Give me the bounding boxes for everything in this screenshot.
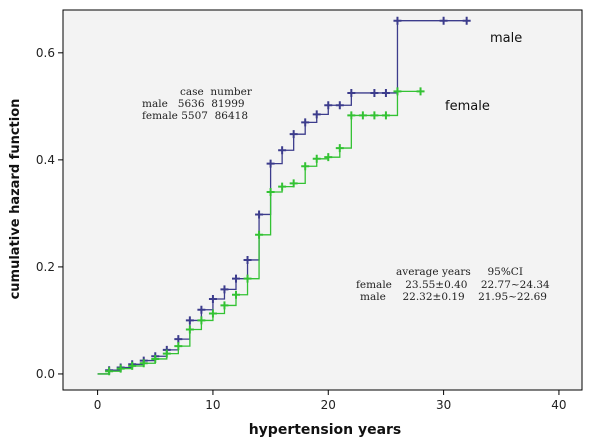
y-tick-label: 0.6 [36,46,55,60]
censor-mark-female [174,342,183,351]
x-tick-label: 40 [551,398,566,412]
censor-mark-female [128,361,137,370]
censor-mark-female [255,230,264,239]
legend-male-label: male [490,31,522,46]
censor-mark-male [232,274,240,283]
x-tick-label: 30 [436,398,451,412]
censor-mark-male [208,295,217,304]
censor-mark-male [289,130,298,139]
censor-mark-female [185,325,194,334]
censor-mark-female [243,274,252,283]
x-tick-label: 0 [94,398,102,412]
case-table-row-male: male 5636 81999 [142,98,245,110]
censor-mark-male [324,101,333,110]
censor-mark-male [197,305,206,314]
series-female [97,87,425,376]
censor-mark-male [174,335,183,344]
x-axis-title: hypertension years [249,422,402,438]
censor-mark-female [312,154,321,163]
censor-mark-female [220,301,229,310]
y-tick-label: 0.4 [36,153,55,167]
censor-mark-male [301,118,310,127]
case-table-row-female: female 5507 86418 [142,110,248,122]
x-tick-label: 20 [321,398,336,412]
case-table: case number male 5636 81999 female 5507 … [142,86,253,122]
legend-female-label: female [445,99,490,114]
censor-mark-female [266,187,275,196]
censor-mark-female [301,162,310,171]
censor-mark-male [370,88,379,97]
censor-mark-female [116,364,125,373]
censor-mark-female [358,111,367,120]
censor-mark-female [139,359,148,368]
censor-mark-male [243,255,252,264]
censor-mark-male [278,146,287,155]
censor-mark-female [370,111,379,120]
censor-mark-male [393,16,402,25]
censor-mark-male [381,88,390,97]
x-tick-label: 10 [205,398,220,412]
censor-mark-male [220,285,229,294]
y-axis: 0.0 0.2 0.4 0.6 [36,46,63,381]
censor-mark-male [462,16,471,25]
censor-mark-female [162,349,171,358]
censor-mark-female [232,290,240,299]
censor-mark-female [151,354,160,363]
censor-mark-male [266,159,275,168]
censor-mark-male [185,316,194,325]
censor-mark-female [381,111,390,120]
censor-mark-female [289,179,298,188]
censor-mark-female [416,87,425,96]
plot-area [62,9,583,391]
censor-mark-female [278,182,287,191]
censor-mark-male [347,88,356,97]
censor-mark-male [312,110,321,119]
censor-mark-female [208,309,217,318]
series-layer [97,16,471,376]
case-table-header: case number [180,86,253,98]
stats-table: average years 95%CI female 23.55±0.40 22… [356,266,550,303]
y-tick-label: 0.0 [36,367,55,381]
censor-mark-female [105,367,114,376]
stats-table-row-male: male 22.32±0.19 21.95~22.69 [360,291,547,303]
censor-mark-male [439,16,448,25]
censor-mark-female [335,144,344,153]
stats-table-header: average years 95%CI [396,266,523,278]
stats-table-row-female: female 23.55±0.40 22.77~24.34 [356,279,550,291]
censor-mark-male [335,101,344,110]
x-axis: 0 10 20 30 40 [94,390,567,412]
y-tick-label: 0.2 [36,260,55,274]
censor-mark-female [393,87,402,96]
censor-mark-female [347,111,356,120]
censor-mark-female [197,316,206,325]
y-axis-title: cumulative hazard function [8,99,23,300]
censor-mark-female [324,153,333,162]
censor-mark-male [255,210,264,219]
